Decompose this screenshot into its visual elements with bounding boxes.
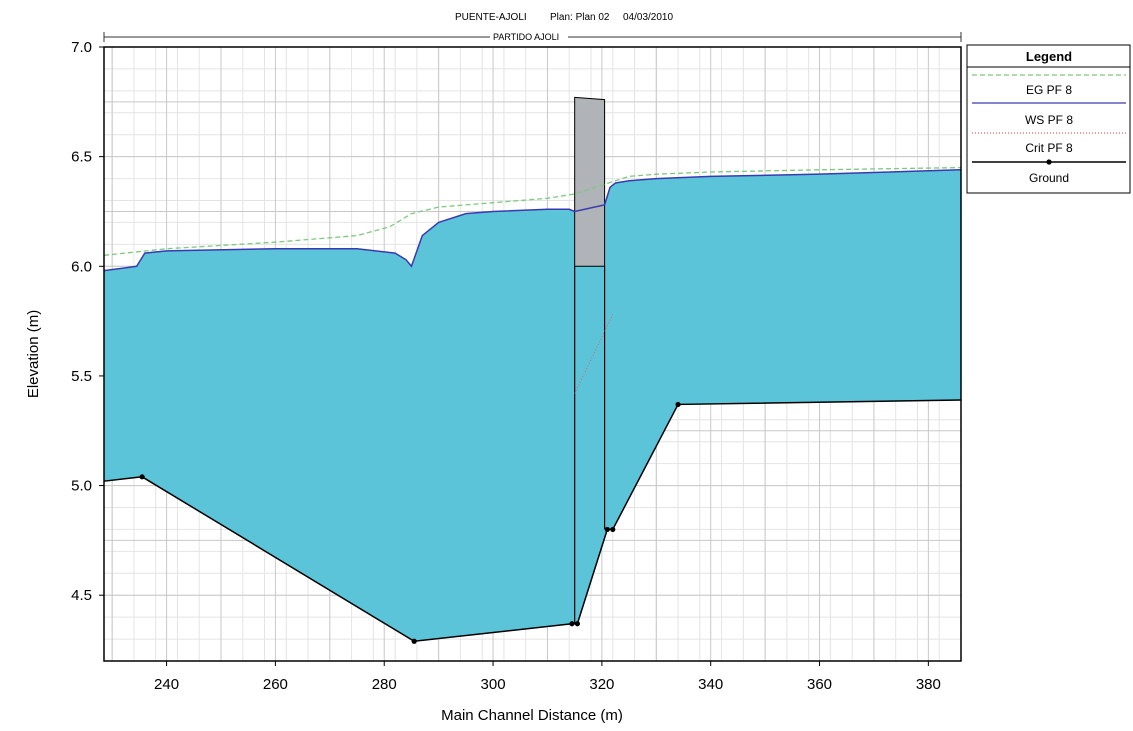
x-tick-label: 320 <box>589 676 614 693</box>
ground-point-marker <box>675 401 681 408</box>
reach-label-bg <box>490 31 568 43</box>
ground-point-marker <box>574 621 580 627</box>
y-tick-label: 7.0 <box>71 39 92 56</box>
legend-swatch-marker <box>1046 159 1052 165</box>
y-tick-label: 4.5 <box>71 587 92 604</box>
water-fill <box>104 96 961 642</box>
water-area <box>104 169 961 642</box>
ground-point-marker <box>411 638 417 644</box>
series-lines <box>103 166 962 644</box>
x-tick-label: 380 <box>916 676 941 693</box>
plan-label: Plan: Plan 02 <box>550 12 610 23</box>
legend-label-ground: Ground <box>1029 171 1069 185</box>
bridge-deck <box>574 96 606 267</box>
legend-box <box>966 44 1131 194</box>
x-tick-label: 300 <box>481 676 506 693</box>
y-axis-title: Elevation (m) <box>25 310 42 398</box>
legend-label-ws: WS PF 8 <box>1025 113 1073 127</box>
x-tick-label: 280 <box>372 676 397 693</box>
x-tick-label: 240 <box>154 676 179 693</box>
plot-frame <box>103 46 962 662</box>
ground-point-marker <box>604 526 610 533</box>
x-axis-title: Main Channel Distance (m) <box>441 707 623 724</box>
series-line-eg <box>103 166 962 256</box>
legend: Legend EG PF 8 WS PF 8 Crit PF 8 Ground <box>966 44 1131 194</box>
x-tick-label: 260 <box>263 676 288 693</box>
legend-label-crit: Crit PF 8 <box>1025 141 1073 155</box>
legend-title: Legend <box>1026 49 1072 64</box>
x-tick-label: 340 <box>698 676 723 693</box>
y-tick-label: 6.0 <box>71 258 92 275</box>
x-tick-label: 360 <box>807 676 832 693</box>
ground-point-marker <box>610 526 616 533</box>
y-tick-label: 6.5 <box>71 149 92 166</box>
ground-point-marker <box>569 621 575 627</box>
y-tick-label: 5.5 <box>71 368 92 385</box>
plan-date: 04/03/2010 <box>623 12 673 23</box>
chart-title: PUENTE-AJOLI <box>455 12 527 23</box>
y-tick-label: 5.0 <box>71 478 92 495</box>
legend-label-eg: EG PF 8 <box>1026 83 1072 97</box>
series-line-ws <box>103 169 962 272</box>
axis-ticks: 240 260 280 300 320 340 360 380 4.5 5.0 5.5 6.0 6.5 7… <box>71 39 941 693</box>
reach-label: PARTIDO AJOLI <box>493 32 559 42</box>
ground-point-marker <box>139 474 145 480</box>
